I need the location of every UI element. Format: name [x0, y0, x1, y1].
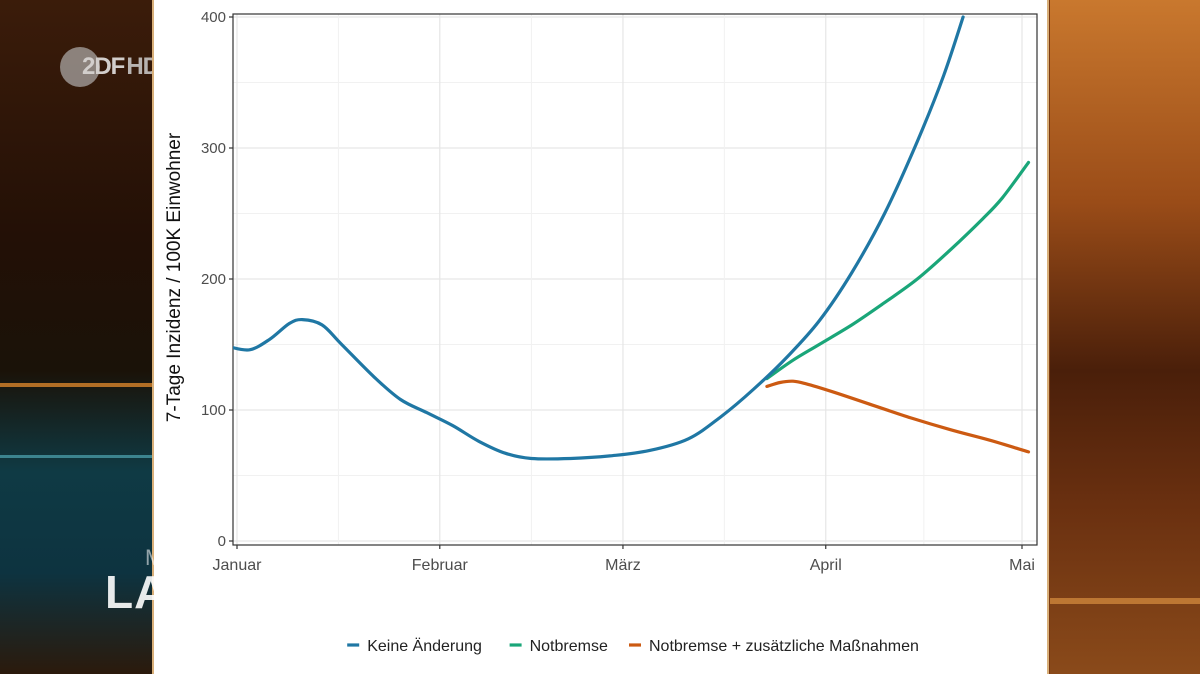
studio-light-stripe — [0, 455, 156, 458]
y-tick-label: 200 — [201, 271, 226, 288]
studio-light-stripe — [1050, 598, 1200, 604]
series-line-notbremse-zusätzliche-maßnahmen — [765, 379, 1031, 454]
y-tick-label: 400 — [201, 9, 226, 26]
studio-light-stripe — [0, 383, 156, 387]
show-name: LANZ — [105, 566, 232, 618]
legend-label: Notbremse + zusätzliche Maßnahmen — [649, 638, 919, 655]
grid-lines — [233, 14, 1037, 545]
series-line-keine-änderung — [233, 15, 965, 461]
y-axis-label: 7-Tage Inzidenz / 100K Einwohner — [164, 132, 185, 422]
series-lines — [233, 15, 1031, 461]
series-line-notbremse — [765, 160, 1031, 381]
y-tick-label: 100 — [201, 402, 226, 419]
axes: 0 100 200 300 400 Januar Februar März April Mai — [201, 9, 1035, 574]
x-tick-label: Januar — [213, 557, 263, 574]
legend-label: Keine Änderung — [367, 637, 482, 655]
y-tick-label: 300 — [201, 140, 226, 157]
x-tick-label: März — [605, 557, 641, 574]
channel-logo-circle-icon — [60, 47, 100, 87]
show-name-small: Markus — [145, 545, 218, 570]
legend: Keine Änderung Notbremse Notbremse + zusät… — [347, 637, 919, 655]
background-left-studio — [0, 0, 156, 674]
x-tick-label: Februar — [412, 557, 469, 574]
channel-logo: 2DF HD — [60, 46, 160, 88]
channel-logo-main: 2DF — [82, 53, 125, 80]
x-tick-label: April — [810, 557, 842, 574]
background-right-studio — [1050, 0, 1200, 674]
y-tick-label: 0 — [218, 533, 226, 550]
legend-label: Notbremse — [530, 638, 608, 655]
x-tick-label: Mai — [1009, 557, 1035, 574]
